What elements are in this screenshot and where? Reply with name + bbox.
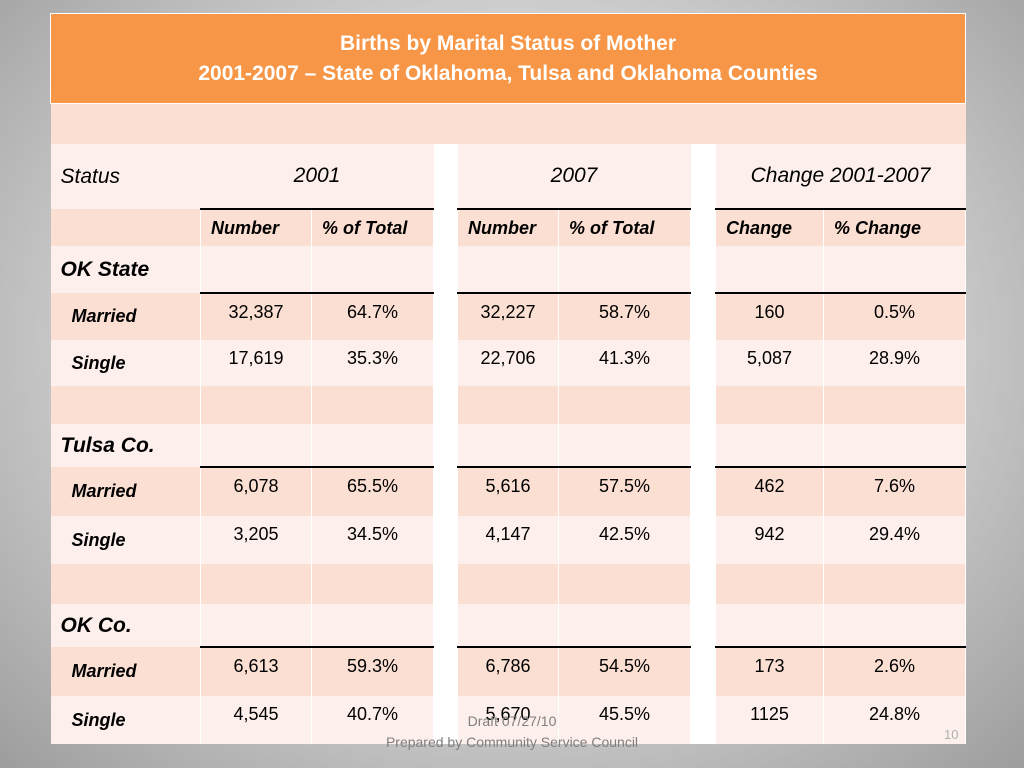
- number-2001: 3,205: [200, 516, 312, 564]
- pct-2001: 40.7%: [311, 696, 434, 744]
- status-header: Status: [50, 144, 201, 209]
- pct-2007: 42.5%: [558, 516, 691, 564]
- footer-prepared-by: Prepared by Community Service Council: [385, 734, 639, 750]
- change-value: 1125: [715, 696, 824, 744]
- spacer-row: [50, 103, 966, 144]
- table-title: Births by Marital Status of Mother 2001-…: [49, 13, 967, 104]
- pct-2007-subheader: % of Total: [558, 208, 691, 246]
- title-line-1: Births by Marital Status of Mother: [340, 31, 677, 55]
- table-row: Married 6,613 59.3% 6,786 54.5% 173 2.6%: [50, 646, 967, 696]
- header-row: Status 2001 2007 Change 2001-2007: [50, 144, 966, 209]
- table-row: Single 4,545 40.7% 5,670 45.5% 1125 24.8…: [50, 696, 967, 744]
- group-label: OK Co.: [50, 604, 201, 647]
- table-row: Married 6,078 65.5% 5,616 57.5% 462 7.6%: [50, 466, 967, 516]
- group-row-ok-county: OK Co.: [50, 604, 967, 647]
- number-2007: 5,616: [457, 466, 559, 516]
- pct-change-value: 0.5%: [822, 292, 967, 340]
- number-2001: 6,613: [200, 646, 312, 696]
- change-value: 173: [715, 646, 824, 696]
- pct-change-value: 28.9%: [822, 340, 967, 386]
- pct-2001: 64.7%: [311, 292, 434, 340]
- number-2007: 5,670: [457, 696, 559, 744]
- pct-2001: 34.5%: [311, 516, 434, 564]
- pct-2001-subheader: % of Total: [311, 208, 434, 246]
- pct-change-value: 24.8%: [822, 696, 967, 744]
- number-2001: 32,387: [200, 292, 312, 340]
- year-2007-header: 2007: [457, 144, 691, 209]
- pct-change-value: 29.4%: [822, 516, 967, 564]
- number-2001: 6,078: [200, 466, 312, 516]
- pct-2001: 35.3%: [311, 340, 434, 386]
- number-2001: 4,545: [200, 696, 312, 744]
- year-2001-header: 2001: [200, 144, 434, 209]
- change-header: Change 2001-2007: [715, 144, 966, 209]
- table-row: Single 3,205 34.5% 4,147 42.5% 942 29.4%: [50, 516, 967, 564]
- blank-row: [50, 386, 967, 424]
- row-label: Single: [50, 516, 201, 564]
- group-label: Tulsa Co.: [50, 424, 201, 467]
- footer-draft-date: Draft 07/27/10: [467, 713, 557, 729]
- pct-2001: 65.5%: [311, 466, 434, 516]
- number-2007: 22,706: [457, 340, 559, 386]
- table-row: Married 32,387 64.7% 32,227 58.7% 160 0.…: [50, 292, 967, 340]
- pct-2007: 58.7%: [558, 292, 691, 340]
- group-row-tulsa: Tulsa Co.: [50, 424, 967, 467]
- pct-change-value: 2.6%: [822, 646, 967, 696]
- blank-row: [50, 564, 967, 604]
- title-line-2: 2001-2007 – State of Oklahoma, Tulsa and…: [198, 61, 818, 85]
- number-2007: 6,786: [457, 646, 559, 696]
- page-number: 10: [944, 727, 959, 742]
- title-row: Births by Marital Status of Mother 2001-…: [49, 13, 967, 104]
- number-2007-subheader: Number: [457, 208, 559, 246]
- subheader-row: Number % of Total Number % of Total Chan…: [50, 208, 967, 246]
- number-2001: 17,619: [200, 340, 312, 386]
- change-subheader: Change: [715, 208, 824, 246]
- row-label: Single: [50, 696, 201, 744]
- change-value: 5,087: [715, 340, 824, 386]
- births-table: Births by Marital Status of Mother 2001-…: [49, 13, 967, 744]
- number-2007: 4,147: [457, 516, 559, 564]
- change-value: 462: [715, 466, 824, 516]
- pct-2007: 57.5%: [558, 466, 691, 516]
- number-2001-subheader: Number: [200, 208, 312, 246]
- table-row: Single 17,619 35.3% 22,706 41.3% 5,087 2…: [50, 340, 967, 386]
- row-label: Married: [50, 293, 201, 340]
- row-label: Married: [50, 467, 201, 516]
- pct-2007: 54.5%: [558, 646, 691, 696]
- pct-change-subheader: % Change: [822, 208, 967, 246]
- pct-2001: 59.3%: [311, 646, 434, 696]
- number-2007: 32,227: [457, 292, 559, 340]
- change-value: 942: [715, 516, 824, 564]
- pct-change-value: 7.6%: [822, 466, 967, 516]
- change-value: 160: [715, 292, 824, 340]
- row-label: Married: [50, 647, 201, 696]
- group-row-ok-state: OK State: [50, 246, 967, 293]
- group-label: OK State: [50, 246, 201, 293]
- pct-2007: 41.3%: [558, 340, 691, 386]
- pct-2007: 45.5%: [558, 696, 691, 744]
- row-label: Single: [50, 340, 201, 386]
